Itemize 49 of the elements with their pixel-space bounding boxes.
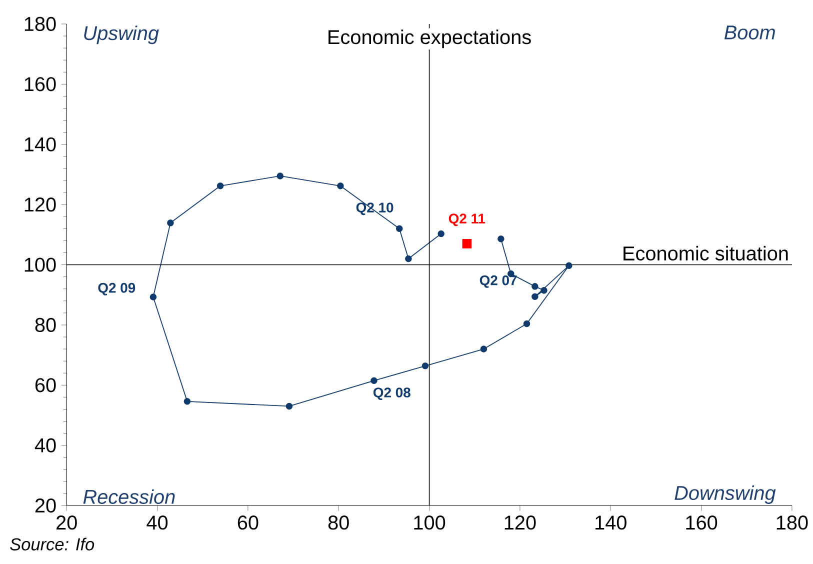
x-tick-label: 120 [504, 515, 536, 530]
annotation: Q2 09 [98, 282, 136, 296]
annotation: Recession [83, 489, 175, 504]
y-tick-label: 100 [24, 258, 56, 272]
point [370, 377, 378, 384]
point [532, 293, 538, 300]
point [438, 230, 444, 238]
point [337, 182, 344, 190]
point [184, 398, 191, 405]
y-tick-label: 80 [35, 318, 56, 332]
y-tick-label: 160 [24, 77, 56, 92]
y-tick-label: 180 [24, 16, 56, 31]
y-tick-label: 140 [24, 137, 56, 152]
ref-line-label: Economic expectations [328, 29, 531, 48]
point [422, 362, 429, 370]
point [480, 346, 488, 352]
y-tick-label: 60 [35, 378, 56, 392]
x-tick-label: 140 [596, 515, 626, 530]
annotation: Downswing [674, 485, 776, 504]
point [523, 320, 530, 328]
y-tick-label: 20 [35, 498, 56, 513]
annotation: Q2 08 [373, 387, 410, 400]
x-tick-label: 60 [238, 515, 258, 530]
point [540, 286, 548, 294]
annotation: Q2 10 [356, 202, 394, 215]
point [462, 238, 472, 248]
ref-line-label: Economic situation [624, 246, 788, 260]
point [498, 235, 504, 242]
annotation: Upswing [84, 25, 159, 44]
point [396, 225, 403, 232]
y-tick-label: 120 [24, 197, 56, 212]
annotation: Q2 11 [448, 214, 486, 226]
annotation: Boom [724, 25, 775, 40]
x-tick-label: 100 [414, 515, 446, 530]
point [532, 282, 538, 290]
source-note: Source: Ifo [10, 538, 94, 550]
point [566, 262, 572, 269]
point [167, 219, 174, 226]
point [276, 172, 284, 180]
x-tick-label: 180 [776, 515, 808, 530]
point [216, 182, 224, 190]
y-tick-label: 40 [34, 438, 56, 452]
x-tick-label: 20 [56, 515, 77, 530]
point [405, 255, 412, 262]
point [150, 294, 157, 300]
point [286, 402, 293, 410]
x-tick-label: 160 [686, 515, 718, 530]
x-tick-label: 80 [328, 515, 349, 530]
x-tick-label: 40 [146, 515, 168, 530]
